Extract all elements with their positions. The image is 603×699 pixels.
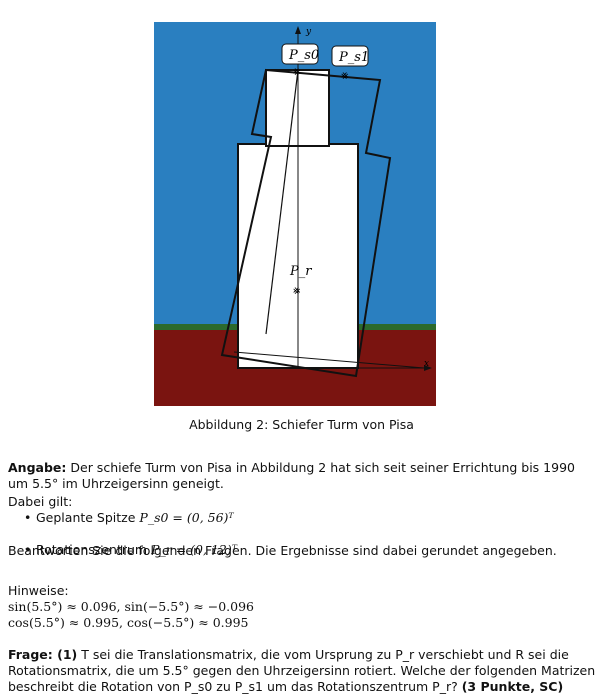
frage-text: T sei die Translationsmatrix, die vom Ur… [8,647,596,694]
tilted-x-axis [233,351,425,369]
ps0-label-box [281,43,319,65]
ps1-marker: ⨳ [341,68,349,82]
pr-label: P_r [289,264,312,279]
hinweise-label: Hinweise: [8,583,69,598]
tower-diagram: y x ⨳ ⨳ ⨳ P_s0 P_s1 P_r [154,22,436,406]
tilted-axis [265,69,299,335]
tower-figure: y x ⨳ ⨳ ⨳ P_s0 P_s1 P_r [154,22,436,406]
list-item: Geplante Spitze P_s0 = (0, 56)ᵀ [8,510,603,526]
ps0-marker: ⨳ [293,64,301,78]
angabe-paragraph: Angabe: Der schiefe Turm von Pisa in Abb… [8,460,598,492]
frage-points: (3 Punkte, SC) [461,679,564,694]
angabe-label: Angabe: [8,460,67,475]
list-item: Rotationszentrum P_r = (0, 12)ᵀ [8,542,603,558]
y-axis-label: y [305,27,312,37]
pr-marker: ⨳ [293,283,301,297]
y-axis-arrow [295,26,301,34]
ps1-label-box [331,45,369,67]
hinweise-sin: sin(5.5°) ≈ 0.096, sin(−5.5°) ≈ −0.096 [8,599,254,614]
x-axis-label: x [424,359,429,369]
frage-label: Frage: (1) [8,647,78,662]
frage-paragraph: Frage: (1) T sei die Translationsmatrix,… [8,647,598,695]
ps0-label: P_s0 [288,48,319,63]
tilted-tower-outline [220,68,392,378]
angabe-note: Beantworten Sie die folgenden Fragen. Di… [8,543,557,558]
ps1-label: P_s1 [338,50,369,65]
x-axis-arrow [424,365,432,371]
angabe-text: Der schiefe Turm von Pisa in Abbildung 2… [8,460,575,491]
given-label: Dabei gilt: [8,494,73,509]
figure-caption: Abbildung 2: Schiefer Turm von Pisa [189,417,414,432]
hinweise-cos: cos(5.5°) ≈ 0.995, cos(−5.5°) ≈ 0.995 [8,615,249,630]
